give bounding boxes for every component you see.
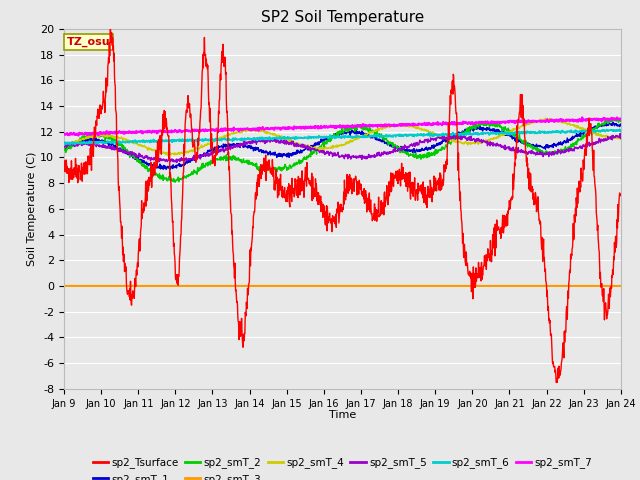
sp2_smT_2 [617, 117, 625, 122]
sp2_Tsurface [107, 22, 115, 27]
sp2_smT_3 [60, 283, 68, 289]
Y-axis label: Soil Temperature (C): Soil Temperature (C) [28, 152, 37, 266]
sp2_smT_2 [308, 152, 316, 157]
sp2_smT_4 [164, 152, 172, 158]
sp2_smT_6 [308, 135, 316, 141]
sp2_smT_7 [308, 125, 316, 131]
sp2_Tsurface [318, 206, 326, 212]
sp2_Tsurface [308, 198, 316, 204]
Line: sp2_smT_2: sp2_smT_2 [64, 118, 621, 182]
sp2_smT_1 [103, 138, 111, 144]
sp2_smT_6 [318, 134, 326, 140]
sp2_smT_6 [67, 142, 74, 148]
sp2_smT_6 [297, 135, 305, 141]
sp2_smT_6 [616, 126, 623, 132]
sp2_smT_4 [318, 146, 326, 152]
sp2_smT_7 [297, 124, 305, 130]
sp2_Tsurface [552, 380, 560, 385]
sp2_smT_3 [617, 283, 625, 289]
sp2_smT_2 [172, 180, 179, 185]
sp2_smT_5 [318, 150, 326, 156]
sp2_smT_7 [126, 129, 134, 134]
sp2_Tsurface [126, 297, 134, 303]
sp2_smT_1 [308, 144, 316, 150]
Text: TZ_osu: TZ_osu [67, 37, 111, 47]
Title: SP2 Soil Temperature: SP2 Soil Temperature [260, 10, 424, 25]
sp2_smT_7 [75, 133, 83, 139]
sp2_smT_1 [166, 167, 173, 173]
sp2_smT_2 [318, 141, 326, 147]
sp2_smT_1 [60, 144, 68, 150]
sp2_smT_3 [377, 283, 385, 289]
sp2_smT_7 [318, 125, 326, 131]
sp2_smT_6 [378, 133, 385, 139]
sp2_smT_1 [378, 138, 385, 144]
sp2_smT_4 [103, 132, 111, 138]
Line: sp2_Tsurface: sp2_Tsurface [64, 24, 621, 383]
sp2_smT_4 [378, 126, 385, 132]
sp2_smT_5 [103, 144, 111, 149]
sp2_smT_1 [297, 147, 305, 153]
sp2_smT_1 [602, 119, 609, 125]
sp2_smT_4 [617, 136, 625, 142]
sp2_smT_5 [126, 151, 134, 157]
sp2_smT_3 [296, 283, 304, 289]
sp2_smT_2 [378, 131, 385, 137]
Line: sp2_smT_7: sp2_smT_7 [64, 117, 621, 136]
sp2_smT_1 [617, 122, 625, 128]
sp2_smT_6 [60, 142, 68, 147]
sp2_smT_5 [616, 131, 624, 136]
Line: sp2_smT_1: sp2_smT_1 [64, 122, 621, 170]
sp2_smT_5 [297, 144, 305, 150]
sp2_smT_2 [297, 157, 305, 163]
sp2_smT_5 [308, 145, 316, 151]
sp2_Tsurface [60, 164, 68, 170]
sp2_smT_4 [308, 145, 316, 151]
sp2_smT_2 [612, 115, 620, 121]
Line: sp2_smT_5: sp2_smT_5 [64, 133, 621, 162]
sp2_smT_7 [378, 122, 385, 128]
sp2_smT_3 [103, 283, 111, 289]
sp2_smT_5 [60, 144, 68, 150]
sp2_smT_3 [318, 283, 326, 289]
sp2_smT_4 [541, 115, 549, 121]
sp2_smT_6 [104, 140, 111, 145]
sp2_Tsurface [378, 198, 385, 204]
sp2_smT_2 [126, 155, 134, 160]
Line: sp2_smT_4: sp2_smT_4 [64, 118, 621, 155]
X-axis label: Time: Time [329, 410, 356, 420]
sp2_smT_5 [378, 151, 385, 157]
Line: sp2_smT_6: sp2_smT_6 [64, 129, 621, 145]
sp2_smT_3 [308, 283, 316, 289]
sp2_smT_7 [60, 131, 68, 137]
sp2_smT_3 [126, 283, 134, 289]
Legend: sp2_Tsurface, sp2_smT_1, sp2_smT_2, sp2_smT_3, sp2_smT_4, sp2_smT_5, sp2_smT_6, : sp2_Tsurface, sp2_smT_1, sp2_smT_2, sp2_… [88, 454, 596, 480]
sp2_smT_2 [103, 134, 111, 140]
sp2_smT_7 [104, 131, 111, 136]
sp2_smT_4 [60, 145, 68, 151]
sp2_smT_4 [297, 141, 305, 147]
sp2_smT_6 [617, 128, 625, 134]
sp2_smT_6 [126, 138, 134, 144]
sp2_Tsurface [617, 192, 625, 198]
sp2_Tsurface [103, 80, 111, 86]
sp2_smT_4 [126, 138, 134, 144]
sp2_smT_5 [173, 159, 180, 165]
sp2_Tsurface [297, 180, 305, 186]
sp2_smT_1 [126, 152, 134, 158]
sp2_smT_7 [579, 114, 586, 120]
sp2_smT_7 [617, 116, 625, 122]
sp2_smT_5 [617, 133, 625, 139]
sp2_smT_1 [318, 139, 326, 144]
sp2_smT_2 [60, 146, 68, 152]
